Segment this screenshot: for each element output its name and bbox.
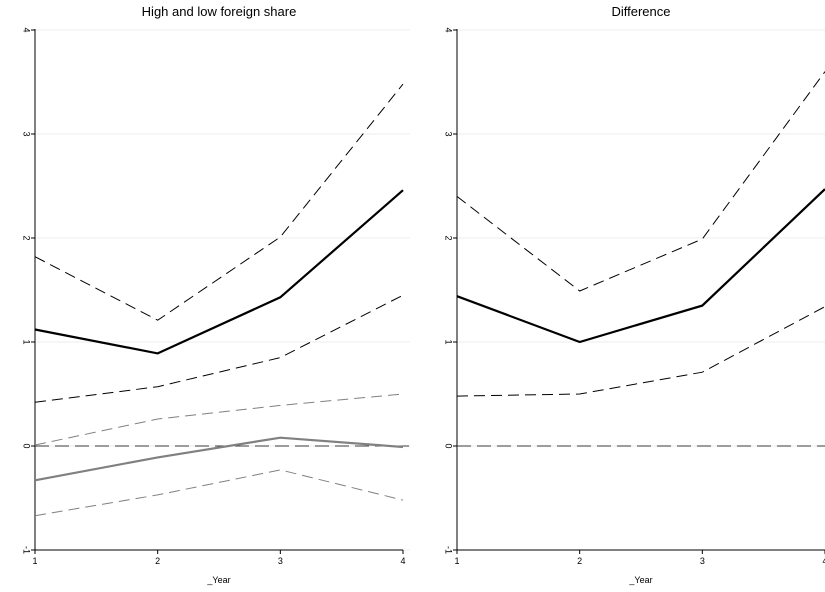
series-line-ci-lower — [34, 294, 404, 403]
y-tick-label: 1 — [444, 339, 454, 344]
panel-difference: Difference _Year -1 0 1 2 3 4 1 2 3 4 — [444, 4, 825, 585]
x-tick-label: 1 — [454, 556, 459, 566]
series-line-ci-upper — [34, 83, 404, 321]
y-tick-label: 1 — [22, 339, 32, 344]
panel-title: High and low foreign share — [142, 4, 297, 19]
series-line-ci-lower — [456, 306, 825, 397]
series-line-estimate — [456, 188, 825, 344]
series-line-ci-upper — [456, 71, 825, 292]
panel-high-low-foreign-share: High and low foreign share _Year -1 0 1 2 3 4… — [22, 4, 410, 585]
x-tick-label: 2 — [577, 556, 582, 566]
x-tick-label: 4 — [822, 556, 825, 566]
series-line-estimate — [34, 189, 404, 355]
y-tick-label: 3 — [22, 131, 32, 136]
panel-title: Difference — [611, 4, 670, 19]
y-tick-label: 3 — [444, 131, 454, 136]
y-tick-label: -1 — [22, 546, 32, 554]
y-tick-label: -1 — [444, 546, 454, 554]
x-tick-label: 4 — [400, 556, 405, 566]
x-axis-title: _Year — [628, 575, 652, 585]
series-line-ci-upper — [34, 393, 404, 446]
series-line-estimate — [34, 436, 404, 482]
y-tick-label: 2 — [444, 235, 454, 240]
x-tick-label: 2 — [155, 556, 160, 566]
x-axis-title: _Year — [206, 575, 230, 585]
x-tick-label: 3 — [278, 556, 283, 566]
y-tick-label: 0 — [22, 443, 32, 448]
y-tick-label: 2 — [22, 235, 32, 240]
x-tick-label: 1 — [32, 556, 37, 566]
series-line-ci-lower — [34, 469, 404, 517]
y-tick-label: 0 — [444, 443, 454, 448]
y-tick-label: 4 — [22, 27, 32, 32]
x-tick-label: 3 — [700, 556, 705, 566]
y-tick-label: 4 — [444, 27, 454, 32]
